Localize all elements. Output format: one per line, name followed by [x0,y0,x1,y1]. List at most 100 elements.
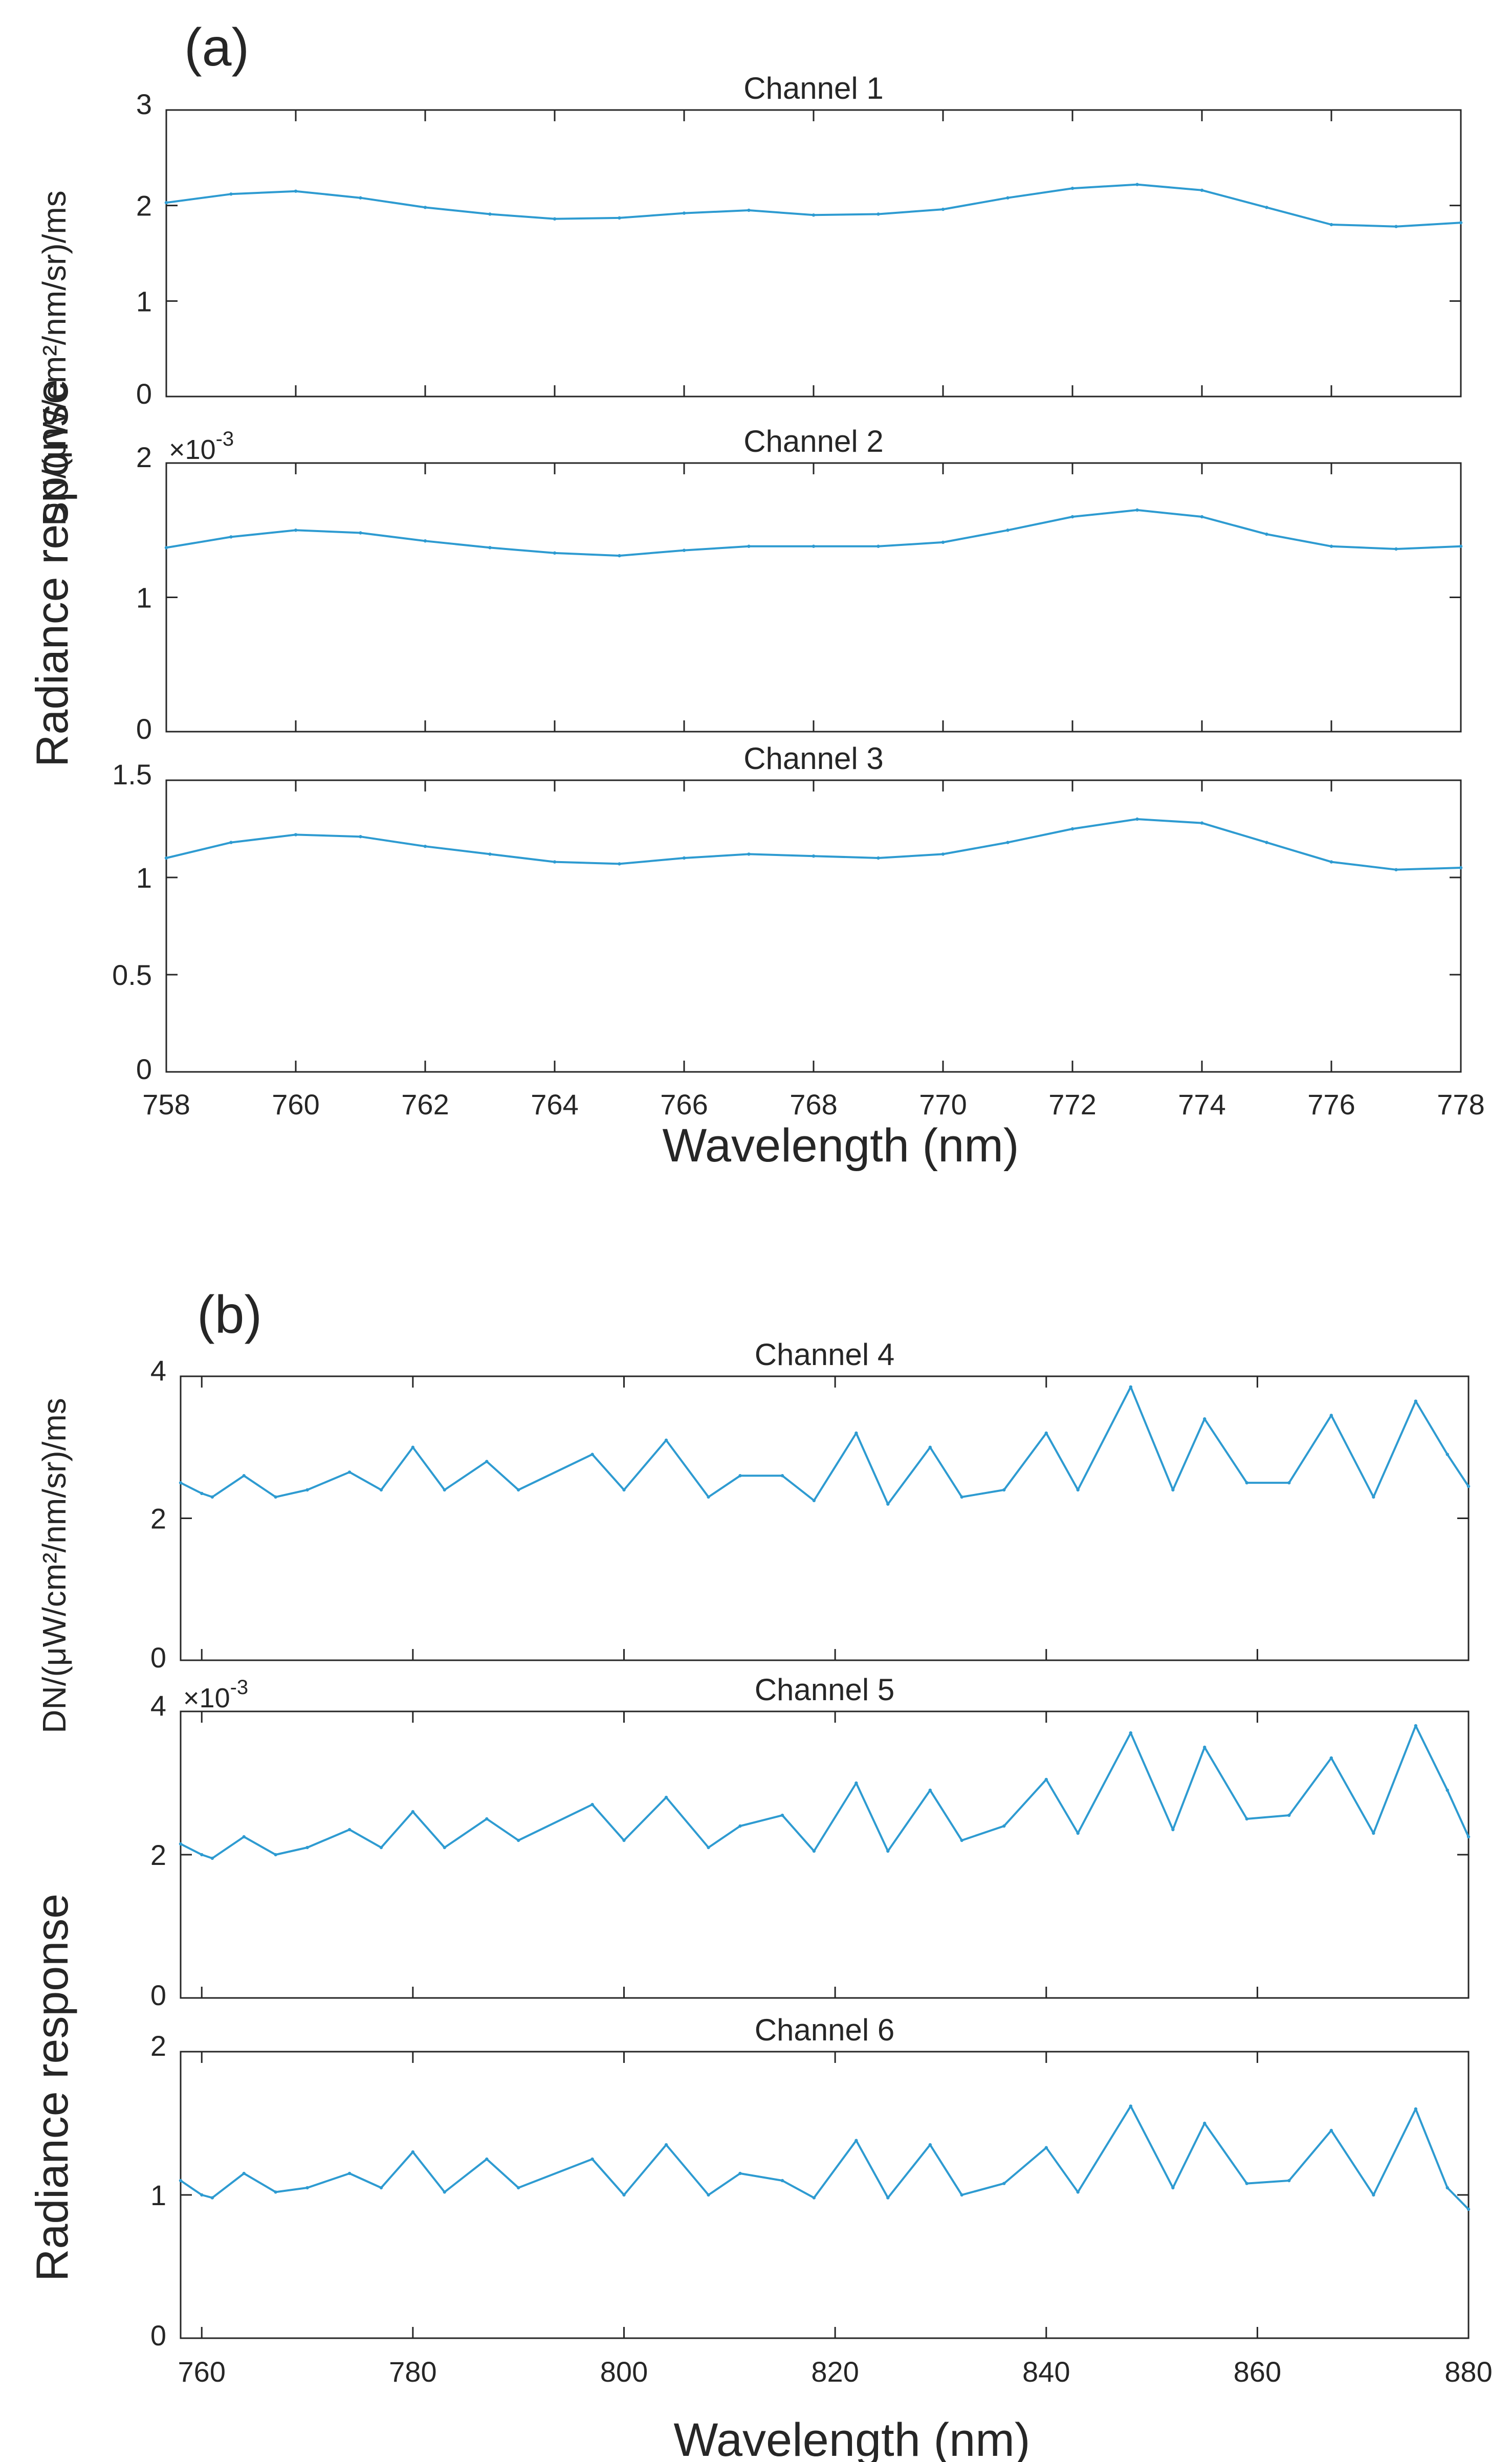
y-tick-label: 2 [136,441,152,473]
data-point [812,1849,816,1853]
data-point [1466,1835,1471,1839]
data-point [294,833,298,837]
data-point [1414,1724,1418,1728]
data-point [1006,196,1010,200]
data-point [960,1838,963,1842]
data-point [747,208,751,212]
data-point [488,546,492,549]
data-point [682,856,686,860]
data-point [664,1795,668,1799]
data-point [928,2143,932,2147]
y-tick-label: 1 [136,862,152,894]
data-point [411,1810,415,1814]
data-point [1171,1828,1175,1832]
data-point [1200,821,1204,825]
data-point [941,207,945,211]
data-point [411,1445,415,1449]
data-point [682,548,686,552]
data-point [516,1488,520,1492]
data-point [854,1431,858,1435]
panel-a-x-tick-label: 778 [1437,1088,1484,1120]
y-tick-label: 1 [136,285,152,317]
data-point [1414,2107,1418,2111]
y-tick-label: 0 [150,2319,166,2351]
data-point [590,1453,594,1456]
data-point [516,1838,520,1842]
data-point [664,2143,668,2147]
data-point [590,2157,594,2161]
data-point [1002,1488,1006,1492]
y-tick-label: 2 [136,190,152,222]
data-point [294,529,298,532]
data-point [1002,2182,1006,2185]
data-point [488,852,492,856]
data-point [1171,1488,1175,1492]
data-point [443,1488,446,1492]
data-point [1200,515,1204,519]
data-point [229,192,233,196]
y-multiplier: ×10-3 [169,428,234,465]
data-point [1006,841,1010,844]
subplot-title: Channel 4 [755,1337,895,1372]
data-point [347,1470,352,1474]
data-point [347,2171,352,2175]
panel-b-x-tick-label: 840 [1022,2356,1070,2388]
data-point [1394,225,1398,228]
panel-a-subplot-1: Channel 1 0 1 2 3 [136,71,1463,410]
data-point [747,852,751,856]
data-point [854,2139,858,2142]
data-point [200,1853,204,1857]
data-point [1076,1831,1080,1835]
data-point [707,1845,710,1850]
panel-b-subplot-1: Channel 4 0 2 4 [150,1337,1471,1674]
data-point [618,554,621,558]
data-point [1394,868,1398,872]
data-point [780,1474,784,1478]
data-point [876,856,880,860]
data-point [780,1813,784,1817]
y-tick-label: 4 [150,1689,166,1722]
panel-b-x-tick-label: 860 [1234,2356,1281,2388]
data-point [1459,221,1463,225]
y-tick-label: 0 [136,713,152,745]
data-point [1129,1731,1133,1735]
data-point [1265,532,1268,536]
y-tick-label: 3 [136,88,152,120]
panel-a-x-tick-label: 768 [790,1088,837,1120]
data-point [411,2150,415,2154]
panel-b-label: (b) [197,1285,262,1345]
data-point [747,544,751,548]
data-point [960,1495,963,1499]
panel-a-x-tick-label: 758 [142,1088,190,1120]
data-point [359,531,362,535]
data-point [622,2193,626,2197]
channel-4-line [180,1386,1470,1505]
data-point [274,1495,277,1499]
data-point [1265,841,1268,844]
y-tick-label: 1 [136,582,152,614]
data-point [1329,2128,1333,2133]
data-point [1329,1414,1333,1417]
data-point [1287,1813,1291,1817]
panel-a-x-tick-label: 762 [401,1088,449,1120]
data-point [210,1856,214,1860]
subplot-title: Channel 1 [743,71,884,105]
data-point [242,1474,246,1478]
panel-b-x-tick-label: 760 [178,2356,226,2388]
data-point [1070,186,1075,190]
data-point [876,544,880,548]
data-point [682,211,686,215]
data-point [1287,1481,1291,1485]
data-point [664,1438,668,1442]
y-tick-label: 4 [150,1354,166,1387]
data-point [738,2171,742,2175]
data-point [812,854,816,858]
data-point [618,862,621,866]
data-point [1329,544,1333,548]
data-point [886,2196,890,2200]
data-point [1200,188,1204,192]
panel-b-subplot-3: Channel 6 0 1 2 [150,2013,1471,2351]
data-point [1329,860,1333,864]
